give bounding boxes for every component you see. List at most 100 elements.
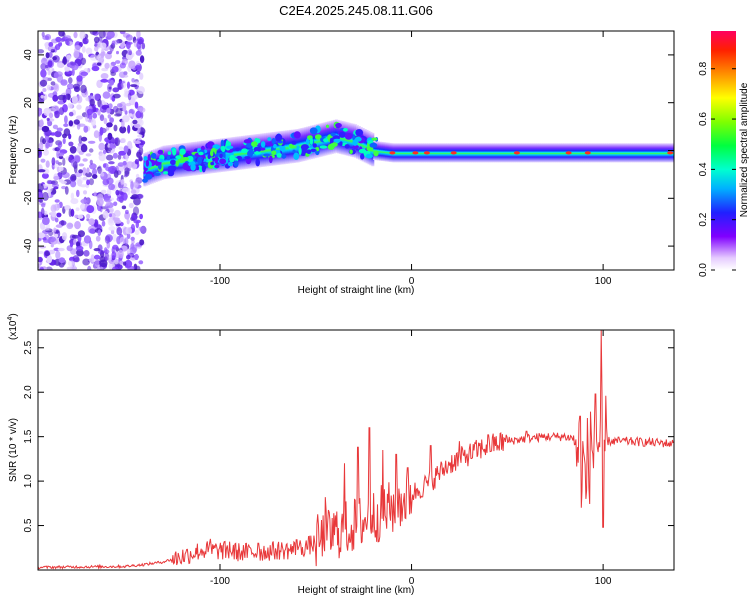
noise-speck bbox=[105, 201, 111, 206]
noise-speck bbox=[48, 112, 54, 119]
noise-speck bbox=[83, 235, 92, 244]
noise-speck bbox=[57, 162, 63, 166]
ridge-band-slice bbox=[492, 143, 495, 163]
noise-speck bbox=[113, 201, 118, 207]
noise-speck bbox=[116, 50, 119, 55]
noise-speck bbox=[130, 196, 137, 200]
ridge-band-slice bbox=[152, 149, 156, 183]
noise-speck bbox=[48, 249, 56, 255]
noise-speck bbox=[71, 95, 78, 105]
ridge-blob bbox=[201, 164, 206, 173]
ridge-band-slice bbox=[363, 129, 367, 163]
ridge-band-slice bbox=[614, 143, 618, 163]
noise-speck bbox=[99, 266, 104, 270]
noise-speck bbox=[40, 207, 45, 216]
ridge-band-slice bbox=[536, 143, 540, 163]
noise-speck bbox=[96, 197, 104, 207]
noise-speck bbox=[79, 31, 86, 40]
ridge-band-slice bbox=[610, 143, 614, 163]
noise-speck bbox=[138, 38, 143, 45]
noise-speck bbox=[136, 31, 141, 39]
noise-speck bbox=[80, 198, 89, 205]
ridge-band-slice bbox=[472, 143, 476, 163]
ridge-blob bbox=[190, 163, 196, 171]
ridge-band-slice bbox=[237, 136, 241, 170]
ridge-blob bbox=[214, 164, 220, 169]
y-tick-label: 0.5 bbox=[23, 518, 34, 532]
noise-speck bbox=[103, 247, 108, 254]
ridge-band-slice bbox=[382, 142, 386, 162]
ridge-band-slice bbox=[160, 146, 164, 180]
ridge-band-slice bbox=[313, 124, 317, 159]
ridge-band-slice bbox=[403, 143, 407, 163]
ridge-blob bbox=[144, 173, 153, 180]
noise-speck bbox=[40, 63, 47, 71]
noise-speck bbox=[116, 82, 124, 90]
ridge-band-slice bbox=[442, 143, 446, 163]
noise-speck bbox=[54, 233, 59, 239]
ridge-blob bbox=[233, 160, 239, 167]
ridge-blob bbox=[355, 129, 364, 137]
noise-speck bbox=[121, 187, 129, 193]
noise-speck bbox=[85, 153, 92, 157]
noise-speck bbox=[126, 233, 131, 239]
noise-speck bbox=[68, 141, 74, 147]
noise-speck bbox=[106, 177, 114, 185]
noise-speck bbox=[43, 210, 48, 216]
ridge-band-slice bbox=[520, 143, 524, 163]
noise-speck bbox=[118, 150, 127, 156]
noise-speck bbox=[101, 220, 106, 227]
noise-speck bbox=[40, 69, 47, 78]
noise-speck bbox=[111, 251, 117, 259]
noise-speck bbox=[53, 72, 59, 79]
ridge-band-slice bbox=[553, 143, 557, 163]
ridge-blob bbox=[244, 156, 251, 160]
ridge-band-slice bbox=[561, 143, 564, 163]
noise-speck bbox=[104, 62, 110, 69]
noise-speck bbox=[118, 146, 124, 150]
noise-speck bbox=[135, 50, 142, 56]
bottom-y-scale-factor: (x104) bbox=[7, 313, 19, 340]
noise-speck bbox=[42, 227, 50, 231]
noise-speck bbox=[38, 232, 45, 239]
ridge-blob bbox=[312, 143, 317, 148]
ridge-band-slice bbox=[298, 128, 302, 162]
ridge-blob bbox=[221, 145, 226, 153]
noise-speck bbox=[47, 45, 55, 52]
ridge-blob bbox=[197, 156, 202, 165]
noise-speck bbox=[108, 183, 116, 190]
ridge-blob bbox=[333, 138, 341, 143]
noise-speck bbox=[41, 172, 49, 179]
ridge-band-slice bbox=[484, 143, 488, 163]
ridge-blob bbox=[291, 140, 297, 145]
noise-speck bbox=[117, 154, 122, 160]
ridge-blob bbox=[281, 154, 287, 159]
noise-speck bbox=[55, 160, 59, 165]
noise-speck bbox=[39, 266, 44, 270]
noise-speck bbox=[120, 179, 124, 186]
ridge-band-slice bbox=[622, 143, 626, 163]
ridge-blob bbox=[343, 127, 348, 132]
noise-speck bbox=[58, 166, 64, 171]
noise-speck bbox=[112, 266, 119, 270]
ridge-band-slice bbox=[469, 143, 472, 163]
ridge-band-slice bbox=[465, 143, 469, 163]
ridge-blob bbox=[145, 159, 150, 167]
noise-speck bbox=[135, 65, 141, 70]
noise-speck bbox=[56, 127, 63, 132]
noise-speck bbox=[78, 163, 85, 167]
noise-speck bbox=[88, 240, 93, 250]
ridge-band-slice bbox=[478, 143, 482, 163]
ridge-band-slice bbox=[482, 143, 486, 163]
noise-speck bbox=[97, 165, 102, 175]
noise-speck bbox=[128, 60, 136, 69]
noise-speck bbox=[98, 250, 106, 255]
noise-speck bbox=[93, 130, 100, 139]
ridge-blob bbox=[344, 132, 353, 140]
ridge-band-slice bbox=[448, 143, 451, 163]
y-tick-label: 2.5 bbox=[23, 340, 34, 354]
ridge-band-slice bbox=[315, 124, 319, 158]
noise-speck bbox=[124, 259, 133, 268]
noise-speck bbox=[85, 171, 93, 178]
noise-speck bbox=[125, 153, 129, 162]
